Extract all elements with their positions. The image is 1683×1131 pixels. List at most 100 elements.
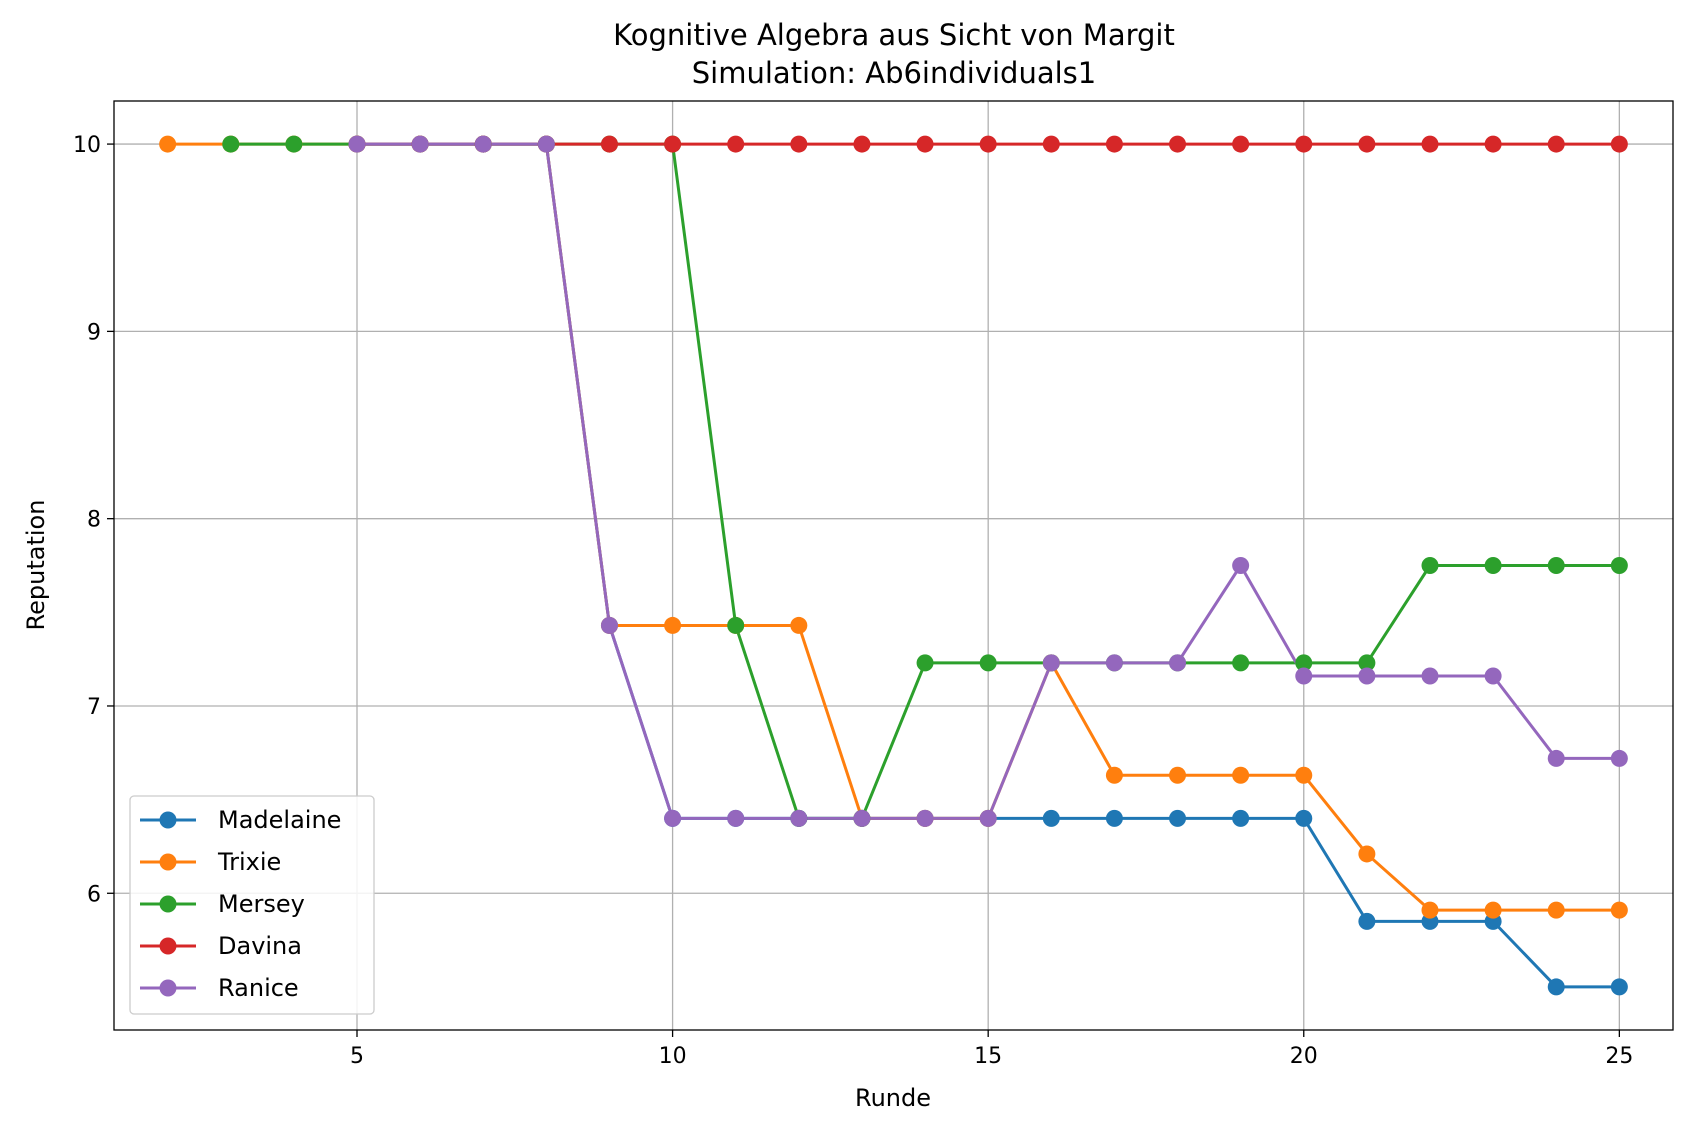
- data-point-ranice: [600, 616, 618, 634]
- data-point-madelaine: [1232, 809, 1250, 827]
- data-point-trixie: [664, 616, 682, 634]
- data-point-ranice: [979, 809, 997, 827]
- data-point-davina: [853, 135, 871, 153]
- data-point-davina: [664, 135, 682, 153]
- data-point-davina: [1295, 135, 1313, 153]
- data-point-ranice: [537, 135, 555, 153]
- legend-marker-trixie: [159, 853, 177, 871]
- y-tick-label: 7: [87, 695, 101, 720]
- data-point-madelaine: [1295, 809, 1313, 827]
- legend-label-ranice: Ranice: [218, 974, 299, 1002]
- legend-label-trixie: Trixie: [217, 848, 281, 876]
- data-point-mersey: [1610, 557, 1628, 574]
- y-axis-ticks: 6 7 8 9 10: [73, 133, 114, 907]
- data-point-mersey: [727, 616, 745, 634]
- legend-marker-madelaine: [159, 811, 177, 829]
- x-tick-label: 20: [1290, 1044, 1318, 1069]
- x-axis-label: Runde: [855, 1084, 931, 1112]
- data-point-davina: [1421, 135, 1439, 153]
- data-point-ranice: [1105, 654, 1123, 672]
- legend: Madelaine Trixie Mersey Davina Ranice: [129, 795, 375, 1015]
- data-point-ranice: [790, 809, 808, 827]
- series-markers: [159, 135, 1628, 996]
- data-point-ranice: [1484, 667, 1502, 685]
- data-point-mersey: [1358, 654, 1376, 672]
- data-point-ranice: [474, 135, 492, 153]
- data-point-davina: [1232, 135, 1250, 153]
- y-tick-label: 6: [87, 882, 101, 907]
- data-point-trixie: [1295, 766, 1313, 784]
- data-point-davina: [727, 135, 745, 153]
- data-point-ranice: [1610, 749, 1628, 767]
- legend-label-mersey: Mersey: [218, 890, 305, 918]
- y-axis-label: Reputation: [22, 500, 50, 631]
- plot-frame: [113, 100, 1674, 1031]
- data-point-mersey: [1232, 654, 1250, 672]
- data-point-davina: [1484, 135, 1502, 153]
- data-point-ranice: [411, 135, 429, 153]
- data-point-mersey: [916, 654, 934, 672]
- data-point-mersey: [1484, 557, 1502, 574]
- data-point-madelaine: [1042, 809, 1060, 827]
- legend-label-davina: Davina: [218, 932, 302, 960]
- data-point-ranice: [1232, 557, 1250, 574]
- chart-subtitle: Simulation: Ab6individuals1: [692, 56, 1096, 90]
- data-point-mersey: [1295, 654, 1313, 672]
- data-point-ranice: [1358, 667, 1376, 685]
- data-point-trixie: [790, 616, 808, 634]
- data-point-trixie: [1358, 845, 1376, 863]
- data-point-davina: [1105, 135, 1123, 153]
- legend-marker-davina: [159, 937, 177, 955]
- legend-box: [129, 795, 375, 1015]
- x-axis-ticks: 5 10 15 20 25: [350, 1030, 1633, 1069]
- legend-label-madelaine: Madelaine: [218, 806, 341, 834]
- data-point-davina: [979, 135, 997, 153]
- data-point-madelaine: [1610, 978, 1628, 996]
- data-point-madelaine: [1547, 978, 1565, 996]
- data-point-ranice: [664, 809, 682, 827]
- data-point-madelaine: [1105, 809, 1123, 827]
- y-tick-label: 10: [73, 133, 101, 158]
- x-tick-label: 10: [659, 1044, 687, 1069]
- data-point-trixie: [1421, 901, 1439, 919]
- data-point-mersey: [1547, 557, 1565, 574]
- data-point-davina: [916, 135, 934, 153]
- data-point-madelaine: [1358, 912, 1376, 930]
- data-point-davina: [1610, 135, 1628, 153]
- data-point-ranice: [348, 135, 366, 153]
- data-point-trixie: [1105, 766, 1123, 784]
- data-point-ranice: [727, 809, 745, 827]
- data-point-davina: [1042, 135, 1060, 153]
- legend-marker-ranice: [159, 979, 177, 997]
- data-point-ranice: [916, 809, 934, 827]
- data-point-mersey: [222, 135, 240, 153]
- data-point-mersey: [979, 654, 997, 672]
- x-tick-label: 15: [974, 1044, 1002, 1069]
- data-point-davina: [1547, 135, 1565, 153]
- data-point-ranice: [1421, 667, 1439, 685]
- data-point-ranice: [1295, 667, 1313, 685]
- legend-marker-mersey: [159, 895, 177, 913]
- data-point-mersey: [285, 135, 303, 153]
- y-tick-label: 9: [87, 320, 101, 345]
- data-point-madelaine: [1169, 809, 1187, 827]
- data-point-trixie: [1484, 901, 1502, 919]
- data-point-davina: [1169, 135, 1187, 153]
- x-tick-label: 5: [350, 1044, 364, 1069]
- data-point-davina: [1358, 135, 1376, 153]
- data-point-ranice: [1547, 749, 1565, 767]
- data-point-trixie: [1169, 766, 1187, 784]
- chart-title: Kognitive Algebra aus Sicht von Margit: [613, 18, 1175, 52]
- data-point-ranice: [1042, 654, 1060, 672]
- data-point-ranice: [853, 809, 871, 827]
- y-tick-label: 8: [87, 508, 101, 533]
- data-point-trixie: [1232, 766, 1250, 784]
- data-point-davina: [600, 135, 618, 153]
- data-point-trixie: [1610, 901, 1628, 919]
- data-point-trixie: [1547, 901, 1565, 919]
- data-point-trixie: [159, 135, 177, 153]
- data-point-davina: [790, 135, 808, 153]
- data-point-mersey: [1421, 557, 1439, 574]
- data-point-ranice: [1169, 654, 1187, 672]
